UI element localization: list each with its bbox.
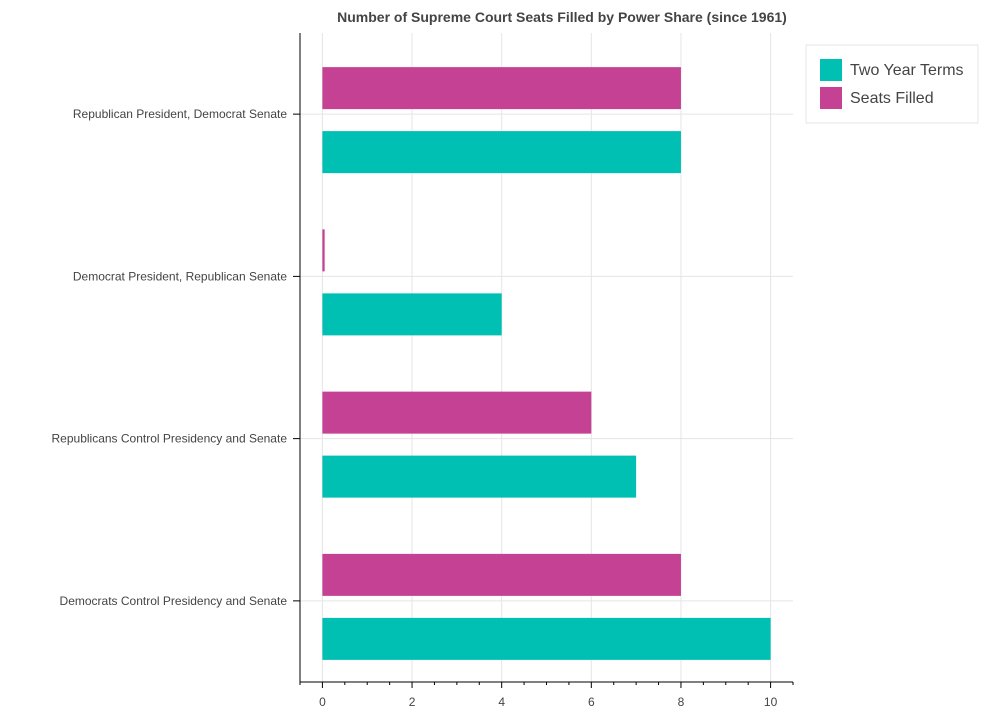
axes: 0 2 4 6 8 10 Republican President, Democrat Se… bbox=[52, 33, 794, 709]
bars bbox=[322, 67, 771, 660]
bar-series0-cat2 bbox=[322, 455, 637, 498]
bar-series0-cat0 bbox=[322, 131, 681, 174]
bar-series0-cat3 bbox=[322, 617, 771, 660]
bar-series1-cat2 bbox=[322, 391, 592, 434]
chart-title: Number of Supreme Court Seats Filled by … bbox=[337, 9, 787, 25]
x-tick-label: 6 bbox=[588, 695, 595, 709]
x-tick-label: 10 bbox=[764, 695, 778, 709]
x-tick-label: 8 bbox=[678, 695, 685, 709]
y-tick-label: Republicans Control Presidency and Senat… bbox=[52, 432, 288, 446]
legend-swatch-two-year-terms bbox=[820, 59, 842, 81]
x-tick-label: 0 bbox=[319, 695, 326, 709]
bar-series1-cat1 bbox=[322, 229, 325, 272]
x-tick-label: 2 bbox=[409, 695, 416, 709]
legend-label-two-year-terms: Two Year Terms bbox=[850, 62, 964, 79]
legend-label-seats-filled: Seats Filled bbox=[850, 90, 934, 107]
bar-series1-cat3 bbox=[322, 553, 681, 596]
legend-swatch-seats-filled bbox=[820, 87, 842, 109]
y-tick-label: Democrat President, Republican Senate bbox=[73, 269, 287, 283]
x-tick-label: 4 bbox=[498, 695, 505, 709]
y-tick-label: Democrats Control Presidency and Senate bbox=[60, 594, 288, 608]
bar-series0-cat1 bbox=[322, 293, 502, 336]
y-tick-label: Republican President, Democrat Senate bbox=[73, 107, 287, 121]
legend: Two Year Terms Seats Filled bbox=[805, 44, 979, 124]
legend-box bbox=[805, 44, 979, 124]
bar-series1-cat0 bbox=[322, 67, 681, 110]
